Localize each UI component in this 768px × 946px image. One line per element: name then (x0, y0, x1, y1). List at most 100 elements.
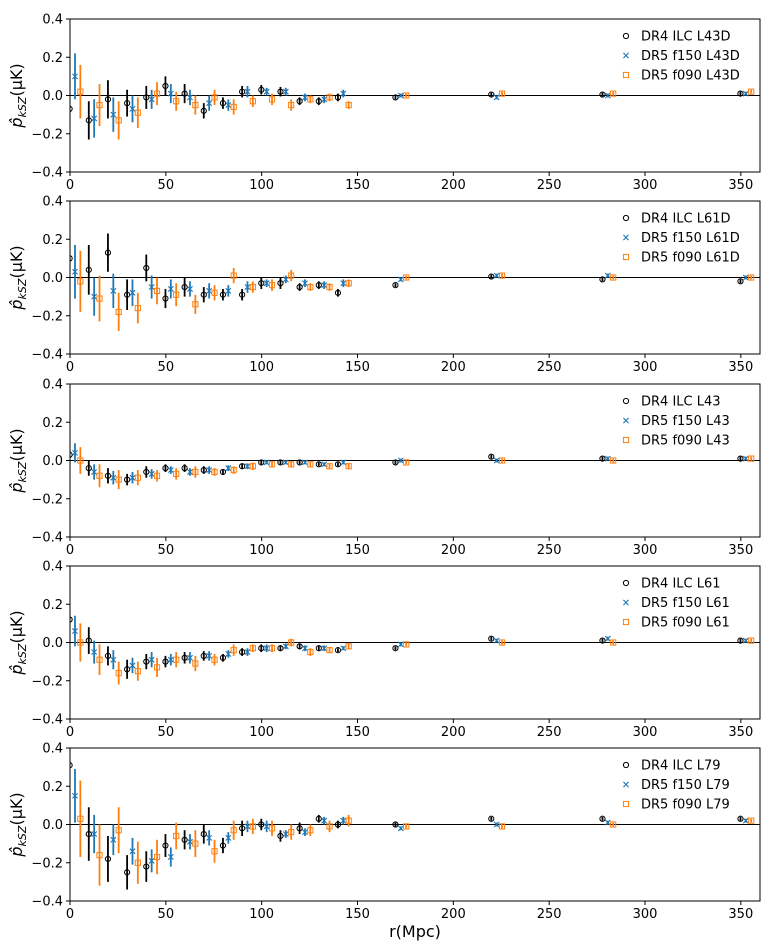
data-point (85, 637, 92, 644)
data-point (129, 289, 136, 296)
data-point (263, 645, 270, 652)
data-point (263, 88, 270, 95)
data-point (296, 459, 303, 466)
data-point (392, 645, 399, 652)
x-tick-label: 250 (537, 178, 562, 193)
y-tick-label: −0.4 (31, 713, 63, 728)
panel-1: 0 50 100 150 200 250 300 350 −0.4 −0.2 0.0 0.2 0.4 p̂… (7, 13, 761, 193)
data-point (249, 463, 256, 470)
data-point (96, 101, 103, 109)
data-point (488, 635, 495, 642)
data-point (249, 645, 256, 652)
data-point (263, 280, 270, 287)
data-point (244, 823, 251, 830)
data-point (162, 658, 169, 665)
x-tick-label: 100 (249, 360, 274, 375)
data-point (143, 94, 150, 101)
data-point (604, 455, 611, 462)
data-point (181, 90, 188, 97)
data-point (604, 819, 611, 826)
data-point (301, 280, 308, 287)
x-tick-label: 300 (633, 907, 658, 922)
data-point (96, 852, 103, 859)
panel-2: 0 50 100 150 200 250 300 350 −0.4 −0.2 0.0 0.2 0.4 p̂… (7, 195, 761, 375)
data-point (737, 90, 744, 97)
data-point (334, 94, 342, 101)
data-point (340, 280, 347, 287)
legend-marker (623, 52, 629, 59)
data-point (124, 100, 131, 107)
data-point (282, 459, 289, 466)
data-point (249, 823, 256, 830)
series-dr5-f150-l43d (71, 53, 749, 138)
data-point (206, 287, 213, 294)
y-tick-label: 0.2 (42, 416, 63, 431)
data-point (167, 467, 174, 474)
data-point (70, 105, 73, 112)
data-point (334, 647, 342, 654)
y-tick-label: 0.2 (42, 598, 63, 613)
x-tick-label: 300 (633, 725, 658, 740)
data-point (148, 656, 155, 663)
x-tick-label: 50 (158, 178, 175, 193)
data-point (129, 662, 136, 669)
x-tick-label: 150 (345, 543, 370, 558)
data-point (488, 273, 495, 280)
data-point (96, 656, 103, 663)
data-point (288, 829, 295, 836)
data-point (282, 643, 289, 650)
data-point (239, 463, 246, 470)
y-tick-label: 0.0 (42, 89, 63, 104)
data-point (599, 91, 606, 98)
data-point (104, 472, 112, 479)
data-point (104, 249, 112, 256)
data-point (173, 291, 180, 298)
data-point (321, 96, 328, 103)
data-point (71, 449, 78, 456)
legend-label: DR4 ILC L79 (641, 759, 721, 774)
x-tick-label: 150 (345, 907, 370, 922)
legend-marker (623, 599, 629, 606)
series-dr5-f150-l61 (71, 615, 749, 674)
data-point (488, 91, 495, 98)
data-point (110, 656, 117, 663)
data-point (326, 647, 333, 654)
y-tick-label: 0.4 (42, 560, 63, 575)
y-tick-label: −0.2 (31, 127, 63, 142)
series-dr5-f090-l61d (77, 250, 755, 332)
data-point (307, 283, 314, 291)
data-point (392, 282, 399, 289)
legend-label: DR4 ILC L61D (641, 212, 731, 227)
data-point (277, 645, 284, 652)
data-point (244, 284, 251, 291)
data-point (498, 272, 506, 279)
data-point (249, 283, 256, 291)
data-point (230, 103, 237, 111)
series-dr5-f090-l79 (77, 780, 755, 886)
data-point (200, 652, 207, 659)
data-point (604, 92, 611, 99)
data-point (148, 284, 155, 291)
x-tick-label: 350 (728, 725, 753, 740)
data-point (321, 645, 328, 652)
data-point (91, 293, 98, 300)
data-point (326, 283, 333, 291)
data-point (249, 98, 256, 105)
data-point (219, 468, 227, 476)
legend: DR4 ILC L61D DR5 f150 L61D DR5 f090 L61D (622, 212, 740, 266)
series-dr5-f150-l43 (71, 443, 749, 485)
data-point (173, 98, 180, 105)
data-point (129, 105, 136, 112)
data-point (211, 656, 218, 663)
data-point (301, 829, 308, 836)
data-point (244, 649, 251, 656)
data-point (167, 90, 174, 97)
data-point (498, 639, 506, 646)
data-point (192, 840, 199, 847)
data-point (742, 274, 749, 281)
y-tick-label: 0.0 (42, 636, 63, 651)
data-point (742, 637, 749, 644)
series-dr4-ilc-l79 (70, 748, 744, 890)
data-point (225, 465, 232, 472)
data-point (115, 476, 122, 483)
